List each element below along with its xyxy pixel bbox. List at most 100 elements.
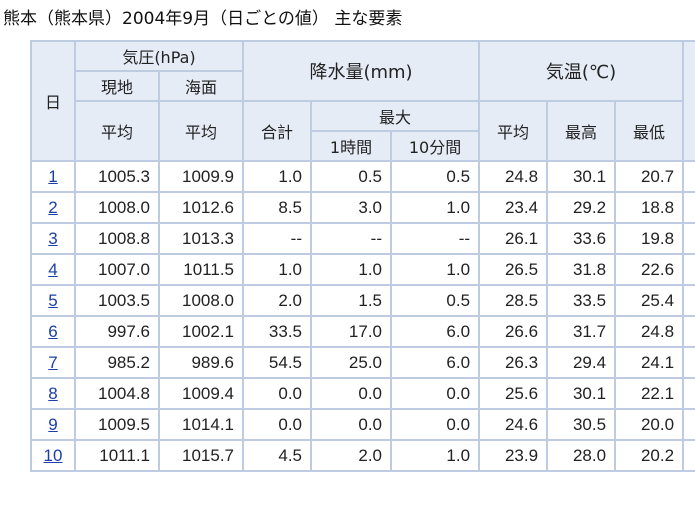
station-pressure-cell: 1003.5: [74, 284, 160, 317]
next-column-cell: [682, 160, 695, 193]
day-cell: 1: [30, 160, 76, 193]
header-temp-high: 最高: [546, 100, 617, 162]
station-pressure-cell: 1005.3: [74, 160, 160, 193]
table-row: 1 1005.3 1009.9 1.0 0.5 0.5 24.8 30.1 20…: [30, 160, 695, 193]
temp-high-cell: 28.0: [546, 439, 617, 472]
precip-10min-cell: 1.0: [389, 439, 481, 472]
next-column-cell: [682, 377, 695, 410]
day-cell: 5: [30, 284, 76, 317]
day-cell: 9: [30, 408, 76, 441]
header-temp-low: 最低: [614, 100, 685, 162]
temp-avg-cell: 26.6: [478, 315, 549, 348]
precip-1hour-cell: 17.0: [310, 315, 392, 348]
day-link[interactable]: 3: [48, 228, 58, 248]
temp-high-cell: 33.6: [546, 222, 617, 255]
next-column-cell: [682, 222, 695, 255]
next-column-cell: [682, 284, 695, 317]
day-link[interactable]: 8: [48, 383, 58, 403]
temp-avg-cell: 28.5: [478, 284, 549, 317]
precip-total-cell: 1.0: [242, 253, 312, 286]
day-link[interactable]: 9: [48, 414, 58, 434]
next-column-cell: [682, 253, 695, 286]
day-cell: 7: [30, 346, 76, 379]
temp-low-cell: 22.1: [614, 377, 685, 410]
sea-pressure-cell: 1014.1: [158, 408, 244, 441]
day-link[interactable]: 5: [48, 290, 58, 310]
next-column-cell: [682, 346, 695, 379]
temp-low-cell: 22.6: [614, 253, 685, 286]
temp-low-cell: 18.8: [614, 191, 685, 224]
precip-10min-cell: 0.0: [389, 377, 481, 410]
weather-table-container: 日 気圧(hPa) 降水量(mm) 気温(℃) 現地 海面 平均 平均 合計 最…: [30, 40, 695, 507]
station-pressure-cell: 985.2: [74, 346, 160, 379]
day-cell: 2: [30, 191, 76, 224]
table-row: 6 997.6 1002.1 33.5 17.0 6.0 26.6 31.7 2…: [30, 315, 695, 348]
precip-10min-cell: 1.0: [389, 191, 481, 224]
header-max-1hour: 1時間: [310, 130, 392, 162]
day-cell: 10: [30, 439, 76, 472]
next-column-cell: [682, 315, 695, 348]
header-precip-total: 合計: [242, 100, 312, 162]
sea-pressure-cell: 1008.0: [158, 284, 244, 317]
table-row: 2 1008.0 1012.6 8.5 3.0 1.0 23.4 29.2 18…: [30, 191, 695, 224]
day-link[interactable]: 2: [48, 197, 58, 217]
temp-low-cell: 25.4: [614, 284, 685, 317]
temp-avg-cell: 25.6: [478, 377, 549, 410]
day-cell: 4: [30, 253, 76, 286]
day-link[interactable]: 7: [48, 352, 58, 372]
precip-total-cell: 1.0: [242, 160, 312, 193]
precip-10min-cell: 0.0: [389, 408, 481, 441]
weather-table: 日 気圧(hPa) 降水量(mm) 気温(℃) 現地 海面 平均 平均 合計 最…: [30, 40, 695, 472]
header-day: 日: [30, 40, 76, 162]
header-sea-avg: 平均: [158, 100, 244, 162]
header-pressure: 気圧(hPa): [74, 40, 244, 72]
header-station-pressure: 現地: [74, 70, 160, 102]
sea-pressure-cell: 1011.5: [158, 253, 244, 286]
temp-low-cell: 20.0: [614, 408, 685, 441]
precip-total-cell: 2.0: [242, 284, 312, 317]
precip-total-cell: 0.0: [242, 377, 312, 410]
day-link[interactable]: 1: [48, 166, 58, 186]
precip-total-cell: 33.5: [242, 315, 312, 348]
temp-high-cell: 30.1: [546, 160, 617, 193]
temp-avg-cell: 23.4: [478, 191, 549, 224]
sea-pressure-cell: 1002.1: [158, 315, 244, 348]
day-cell: 8: [30, 377, 76, 410]
sea-pressure-cell: 1012.6: [158, 191, 244, 224]
precip-10min-cell: 0.5: [389, 160, 481, 193]
precip-1hour-cell: 0.0: [310, 408, 392, 441]
precip-1hour-cell: --: [310, 222, 392, 255]
next-column-cell: [682, 191, 695, 224]
temp-avg-cell: 26.5: [478, 253, 549, 286]
temp-avg-cell: 24.8: [478, 160, 549, 193]
station-pressure-cell: 1007.0: [74, 253, 160, 286]
temp-low-cell: 19.8: [614, 222, 685, 255]
day-link[interactable]: 10: [43, 445, 63, 465]
temp-low-cell: 20.7: [614, 160, 685, 193]
header-precip-max: 最大: [309, 100, 481, 132]
table-row: 7 985.2 989.6 54.5 25.0 6.0 26.3 29.4 24…: [30, 346, 695, 379]
precip-total-cell: 54.5: [242, 346, 312, 379]
temp-high-cell: 29.2: [546, 191, 617, 224]
day-link[interactable]: 4: [48, 259, 58, 279]
precip-10min-cell: 0.5: [389, 284, 481, 317]
precip-1hour-cell: 2.0: [310, 439, 392, 472]
precip-total-cell: 4.5: [242, 439, 312, 472]
temp-low-cell: 24.8: [614, 315, 685, 348]
precip-1hour-cell: 1.0: [310, 253, 392, 286]
precip-10min-cell: --: [389, 222, 481, 255]
sea-pressure-cell: 1015.7: [158, 439, 244, 472]
header-next-column: [682, 40, 695, 162]
day-link[interactable]: 6: [48, 321, 58, 341]
precip-10min-cell: 6.0: [389, 346, 481, 379]
precip-1hour-cell: 0.0: [310, 377, 392, 410]
header-station-avg: 平均: [74, 100, 160, 162]
precip-1hour-cell: 0.5: [310, 160, 392, 193]
precip-10min-cell: 6.0: [389, 315, 481, 348]
temp-low-cell: 24.1: [614, 346, 685, 379]
sea-pressure-cell: 989.6: [158, 346, 244, 379]
table-row: 10 1011.1 1015.7 4.5 2.0 1.0 23.9 28.0 2…: [30, 439, 695, 472]
precip-1hour-cell: 3.0: [310, 191, 392, 224]
precip-1hour-cell: 1.5: [310, 284, 392, 317]
sea-pressure-cell: 1009.4: [158, 377, 244, 410]
